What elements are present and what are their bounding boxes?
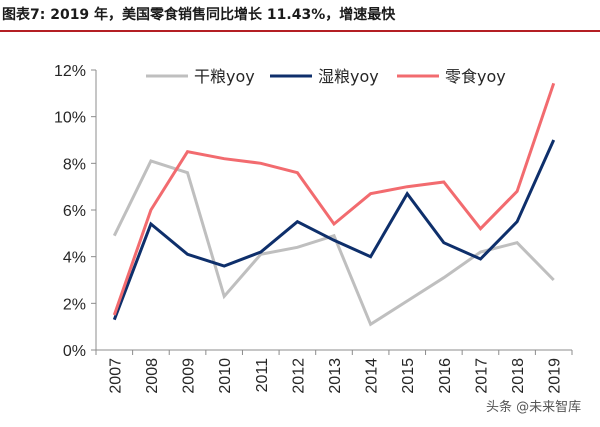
chart-series (112, 82, 556, 327)
x-tick-label: 2019 (547, 358, 564, 394)
x-tick-label: 2015 (400, 358, 417, 394)
x-tick-label: 2013 (327, 358, 344, 394)
y-tick-label: 10% (54, 110, 86, 127)
x-tick-label: 2017 (473, 358, 490, 394)
series-line-1 (112, 159, 555, 327)
legend-label-3: 零食yoy (445, 67, 506, 86)
y-tick-label: 4% (63, 250, 86, 267)
series-line-3 (112, 82, 556, 316)
x-tick-label: 2009 (181, 358, 198, 394)
chart-axes: 0% 2% 4% 6% 8% 10% 12% 2007 2008 2009 2010 2011 2012… (54, 63, 573, 394)
y-tick-label: 6% (63, 203, 86, 220)
figure-title: 图表7: 2019 年，美国零食销售同比增长 11.43%，增速最快 (2, 7, 396, 23)
x-tick-label: 2010 (217, 358, 234, 394)
x-tick-label: 2011 (254, 358, 271, 393)
legend-label-2: 湿粮yoy (318, 67, 379, 86)
x-tick-label: 2018 (510, 358, 527, 394)
x-tick-label: 2007 (107, 358, 124, 394)
title-divider (0, 30, 600, 32)
y-tick-label: 8% (63, 156, 86, 173)
x-tick-label: 2008 (144, 358, 161, 394)
x-tick-label: 2014 (364, 358, 381, 394)
y-tick-label: 2% (63, 296, 86, 313)
series-line-2 (112, 139, 556, 321)
y-tick-label: 12% (54, 63, 86, 80)
x-tick-label: 2012 (290, 358, 307, 394)
y-tick-label: 0% (63, 343, 86, 360)
chart-legend: 干粮yoy 湿粮yoy 零食yoy (146, 67, 506, 86)
watermark: 头条 @未来智库 (486, 400, 582, 415)
x-tick-label: 2016 (437, 358, 454, 394)
legend-label-1: 干粮yoy (194, 67, 255, 86)
